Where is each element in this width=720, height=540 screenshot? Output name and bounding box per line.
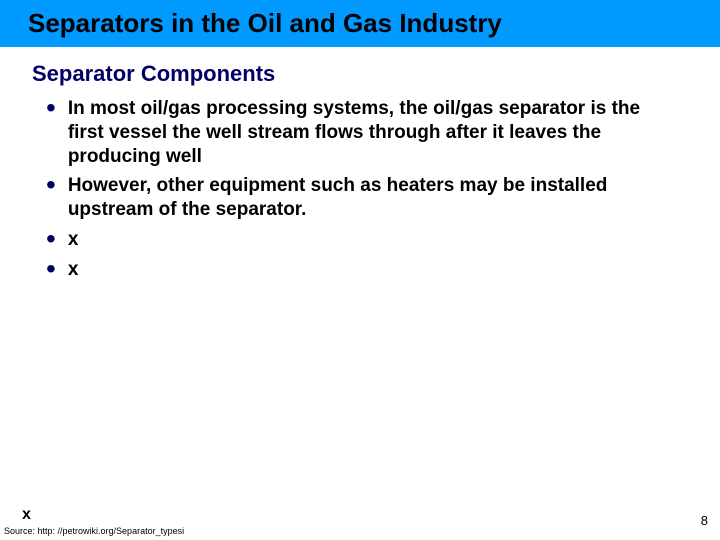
bullet-dot-icon: • <box>46 258 56 280</box>
bullet-dot-icon: • <box>46 97 56 119</box>
source-text: Source: http: //petrowiki.org/Separator_… <box>4 526 720 536</box>
bullet-list: • In most oil/gas processing systems, th… <box>46 97 680 287</box>
bullet-item: • x <box>46 258 680 282</box>
footer: x Source: http: //petrowiki.org/Separato… <box>0 506 720 540</box>
bullet-text: x <box>68 258 79 282</box>
bullet-item: • x <box>46 228 680 252</box>
footer-marker: x <box>22 506 720 524</box>
page-number: 8 <box>701 513 708 528</box>
title-bar: Separators in the Oil and Gas Industry <box>0 0 720 47</box>
bullet-text: However, other equipment such as heaters… <box>68 174 680 222</box>
slide: Separators in the Oil and Gas Industry S… <box>0 0 720 540</box>
bullet-text: In most oil/gas processing systems, the … <box>68 97 680 168</box>
bullet-item: • In most oil/gas processing systems, th… <box>46 97 680 168</box>
bullet-dot-icon: • <box>46 174 56 196</box>
slide-title: Separators in the Oil and Gas Industry <box>28 8 720 39</box>
bullet-item: • However, other equipment such as heate… <box>46 174 680 222</box>
bullet-dot-icon: • <box>46 228 56 250</box>
bullet-text: x <box>68 228 79 252</box>
slide-subtitle: Separator Components <box>32 61 720 87</box>
